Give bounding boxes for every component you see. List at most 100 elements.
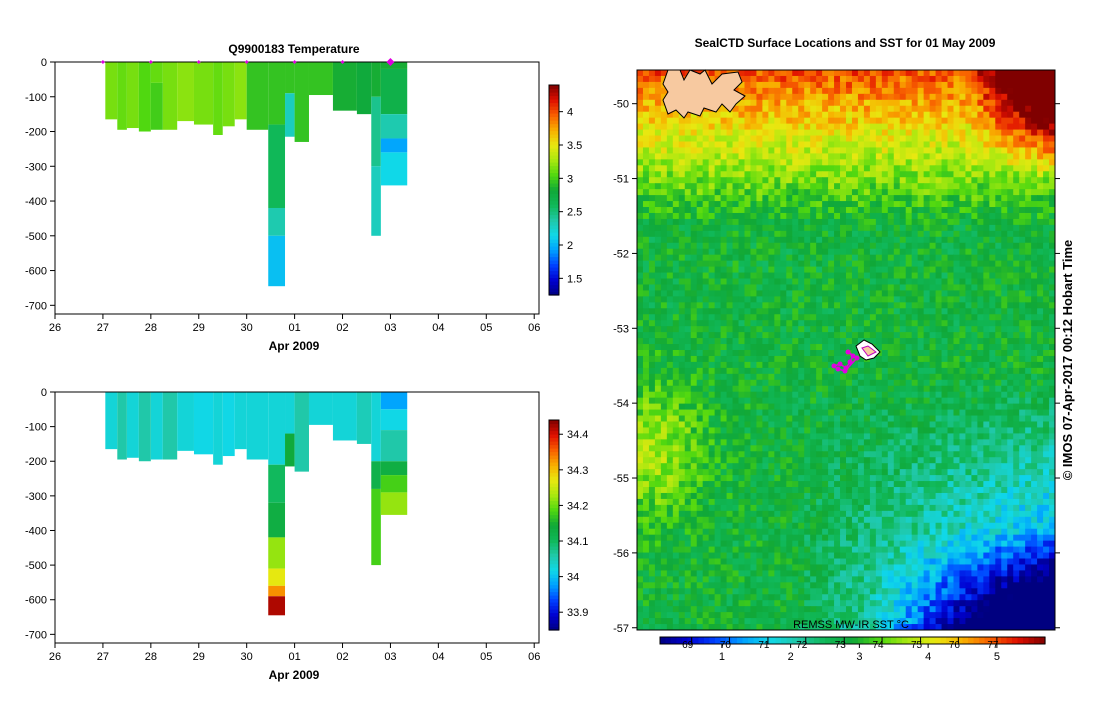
sst-cell — [786, 231, 792, 237]
sst-cell — [924, 421, 930, 427]
sst-cell — [709, 463, 715, 469]
sst-cell — [840, 302, 846, 308]
sst-cell — [870, 82, 876, 88]
sst-cell — [876, 338, 882, 344]
sst-cell — [1043, 386, 1049, 392]
sst-cell — [643, 296, 649, 302]
sst-cell — [697, 255, 703, 261]
sst-cell — [888, 88, 894, 94]
sst-cell — [870, 136, 876, 142]
sst-cell — [918, 332, 924, 338]
sst-cell — [1031, 213, 1037, 219]
sst-cell — [971, 112, 977, 118]
sst-cell — [840, 243, 846, 249]
sst-cell — [792, 112, 798, 118]
sst-cell — [864, 392, 870, 398]
sst-cell — [756, 451, 762, 457]
sst-cell — [876, 243, 882, 249]
sst-cell — [953, 302, 959, 308]
sst-cell — [858, 332, 864, 338]
sst-cell — [858, 213, 864, 219]
sst-cell — [930, 213, 936, 219]
sst-cell — [918, 433, 924, 439]
sst-cell — [965, 439, 971, 445]
sst-cell — [906, 171, 912, 177]
sst-cell — [756, 100, 762, 106]
sst-cell — [750, 70, 756, 76]
sst-cell — [870, 445, 876, 451]
sst-cell — [762, 255, 768, 261]
sst-cell — [894, 70, 900, 76]
sst-cell — [756, 308, 762, 314]
sst-cell — [876, 249, 882, 255]
sst-cell — [655, 153, 661, 159]
sst-cell — [1001, 255, 1007, 261]
sst-cell — [948, 219, 954, 225]
sst-cell — [798, 88, 804, 94]
sst-cell — [786, 439, 792, 445]
sst-cell — [643, 76, 649, 82]
sst-cell — [780, 362, 786, 368]
sst-cell — [810, 284, 816, 290]
sst-cell — [798, 463, 804, 469]
sst-cell — [762, 195, 768, 201]
sst-cell — [834, 100, 840, 106]
sst-cell — [1037, 457, 1043, 463]
sst-cell — [756, 255, 762, 261]
sst-cell — [924, 302, 930, 308]
sst-cell — [655, 94, 661, 100]
sst-cell — [762, 231, 768, 237]
sst-cell — [971, 195, 977, 201]
sst-cell — [637, 231, 643, 237]
sst-cell — [655, 237, 661, 243]
sst-cell — [816, 207, 822, 213]
sst-cell — [780, 445, 786, 451]
sst-cell — [918, 279, 924, 285]
y-tick-label: -200 — [25, 127, 47, 139]
sst-cell — [852, 225, 858, 231]
sst-cell — [882, 153, 888, 159]
sst-cell — [924, 427, 930, 433]
sst-cell — [888, 320, 894, 326]
colorbar-step — [549, 581, 559, 585]
sst-cell — [667, 410, 673, 416]
sst-cell — [870, 439, 876, 445]
sst-cell — [661, 237, 667, 243]
sst-cell — [924, 159, 930, 165]
sst-cell — [846, 153, 852, 159]
sst-cell — [1025, 273, 1031, 279]
sst-cell — [894, 237, 900, 243]
sst-cell — [834, 380, 840, 386]
sst-cell — [822, 380, 828, 386]
sst-cell — [1001, 362, 1007, 368]
sst-cell — [852, 243, 858, 249]
sst-cell — [721, 326, 727, 332]
sst-cell — [816, 308, 822, 314]
sst-cell — [804, 219, 810, 225]
sst-cell — [703, 249, 709, 255]
sst-cell — [846, 141, 852, 147]
sst-cell — [846, 118, 852, 124]
sst-cell — [697, 410, 703, 416]
sst-cell — [816, 356, 822, 362]
sst-cell — [667, 159, 673, 165]
sst-cell — [930, 284, 936, 290]
sst-cell — [900, 410, 906, 416]
sst-cell — [1001, 70, 1007, 76]
sst-cell — [667, 344, 673, 350]
sst-cell — [1001, 147, 1007, 153]
sst-cell — [1013, 296, 1019, 302]
sst-cell — [691, 249, 697, 255]
sst-cell — [918, 201, 924, 207]
sst-cell — [727, 439, 733, 445]
sst-cell — [1025, 189, 1031, 195]
colorbar-step — [549, 106, 559, 110]
sst-cell — [930, 82, 936, 88]
sst-cell — [1013, 332, 1019, 338]
sst-cell — [816, 368, 822, 374]
sst-cell — [858, 463, 864, 469]
sst-cell — [1043, 308, 1049, 314]
sst-cell — [756, 70, 762, 76]
colorbar-step — [549, 606, 559, 610]
sst-cell — [995, 195, 1001, 201]
